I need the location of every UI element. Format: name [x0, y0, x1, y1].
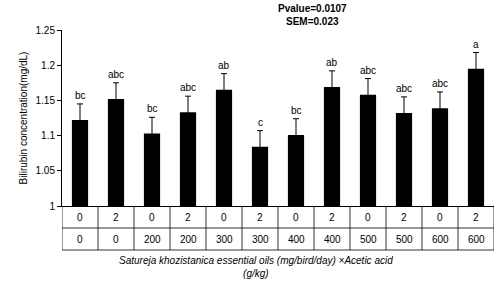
svg-text:2: 2: [185, 212, 191, 223]
svg-text:ab: ab: [218, 60, 230, 71]
svg-text:1: 1: [49, 201, 55, 212]
svg-text:abc: abc: [396, 83, 412, 94]
svg-text:2: 2: [329, 212, 335, 223]
svg-text:0: 0: [221, 212, 227, 223]
svg-text:2: 2: [473, 212, 479, 223]
svg-text:abc: abc: [108, 69, 124, 80]
svg-text:0: 0: [113, 234, 119, 245]
svg-text:0: 0: [365, 212, 371, 223]
svg-text:abc: abc: [432, 78, 448, 89]
svg-text:a: a: [473, 39, 479, 50]
svg-text:500: 500: [360, 234, 377, 245]
svg-text:200: 200: [180, 234, 197, 245]
svg-text:Satureja khozistanica essentia: Satureja khozistanica essential oils (mg…: [119, 255, 393, 279]
svg-text:bc: bc: [147, 103, 158, 114]
svg-text:400: 400: [324, 234, 341, 245]
svg-text:0: 0: [149, 212, 155, 223]
svg-text:600: 600: [432, 234, 449, 245]
svg-text:1.1: 1.1: [41, 130, 55, 141]
svg-text:600: 600: [468, 234, 485, 245]
svg-text:0: 0: [437, 212, 443, 223]
svg-text:400: 400: [288, 234, 305, 245]
svg-text:bc: bc: [75, 90, 86, 101]
svg-text:c: c: [258, 117, 263, 128]
svg-text:0: 0: [293, 212, 299, 223]
svg-text:2: 2: [401, 212, 407, 223]
svg-text:300: 300: [216, 234, 233, 245]
svg-text:500: 500: [396, 234, 413, 245]
svg-text:ab: ab: [326, 57, 338, 68]
svg-text:abc: abc: [360, 65, 376, 76]
svg-text:1.2: 1.2: [41, 60, 55, 71]
svg-text:SEM=0.023: SEM=0.023: [286, 16, 339, 27]
svg-text:1.25: 1.25: [36, 25, 56, 36]
svg-text:0: 0: [77, 234, 83, 245]
svg-text:1.15: 1.15: [36, 95, 56, 106]
svg-text:1.05: 1.05: [36, 165, 56, 176]
svg-text:bc: bc: [291, 105, 302, 116]
svg-text:0: 0: [77, 212, 83, 223]
svg-text:300: 300: [252, 234, 269, 245]
svg-text:2: 2: [113, 212, 119, 223]
svg-text:Bilirubin concentration(mg/dL): Bilirubin concentration(mg/dL): [18, 52, 29, 185]
svg-text:abc: abc: [180, 82, 196, 93]
svg-text:200: 200: [144, 234, 161, 245]
svg-text:Pvalue=0.0107: Pvalue=0.0107: [278, 3, 347, 14]
svg-text:2: 2: [257, 212, 263, 223]
